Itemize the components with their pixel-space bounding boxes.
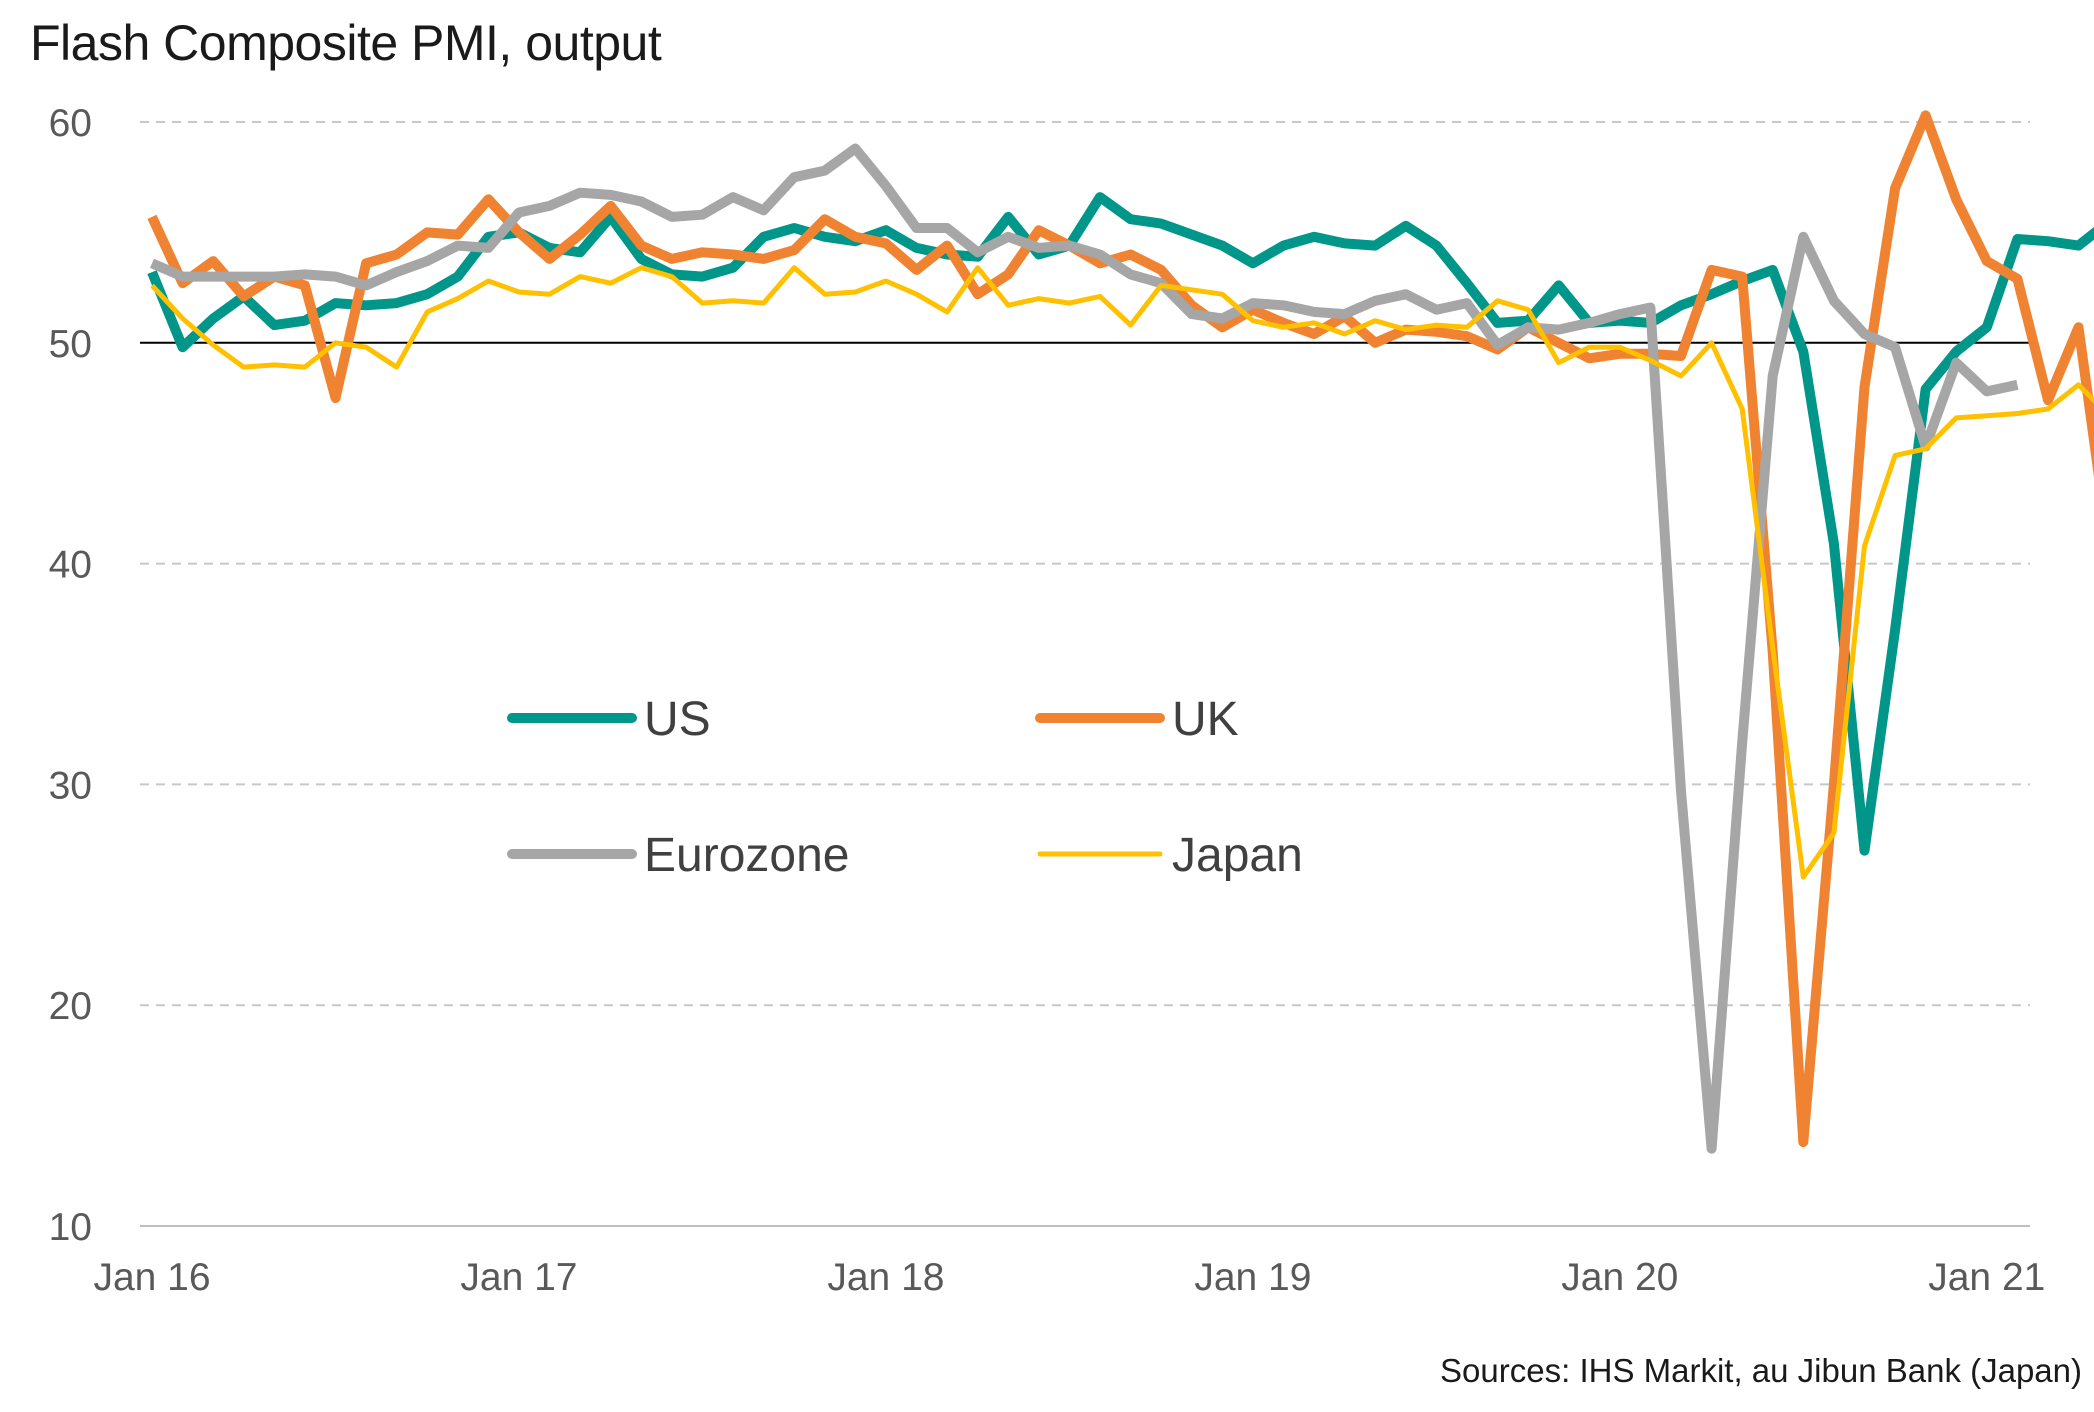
- series-line-japan: [150, 265, 2094, 880]
- source-note: Sources: IHS Markit, au Jibun Bank (Japa…: [1440, 1352, 2082, 1389]
- legend-label-us: US: [644, 693, 711, 746]
- y-tick-label: 30: [49, 764, 92, 807]
- y-tick-label: 60: [49, 102, 92, 145]
- x-tick-label: Jan 20: [1561, 1256, 1678, 1299]
- y-axis: 10 20 30 40 50 60: [49, 102, 92, 1249]
- y-tick-label: 40: [49, 544, 92, 587]
- x-tick-label: Jan 19: [1194, 1256, 1311, 1299]
- x-tick-label: Jan 18: [827, 1256, 944, 1299]
- x-tick-label: Jan 21: [1928, 1256, 2045, 1299]
- y-tick-label: 20: [49, 985, 92, 1028]
- series-line-uk: [147, 110, 2094, 1148]
- legend-label-uk: UK: [1172, 693, 1239, 746]
- chart-title: Flash Composite PMI, output: [30, 15, 662, 71]
- series-line-eurozone: [150, 143, 2019, 1154]
- x-tick-label: Jan 16: [93, 1256, 210, 1299]
- series-lines: [147, 110, 2094, 1154]
- x-tick-label: Jan 17: [460, 1256, 577, 1299]
- legend-label-eurozone: Eurozone: [644, 829, 849, 882]
- legend-label-japan: Japan: [1172, 829, 1303, 882]
- series-line-us: [147, 192, 2094, 856]
- y-tick-label: 50: [49, 323, 92, 366]
- y-tick-label: 10: [49, 1206, 92, 1249]
- legend: US UK Eurozone Japan: [507, 693, 1303, 882]
- x-axis: Jan 16 Jan 17 Jan 18 Jan 19 Jan 20 Jan 21: [93, 1225, 2045, 1299]
